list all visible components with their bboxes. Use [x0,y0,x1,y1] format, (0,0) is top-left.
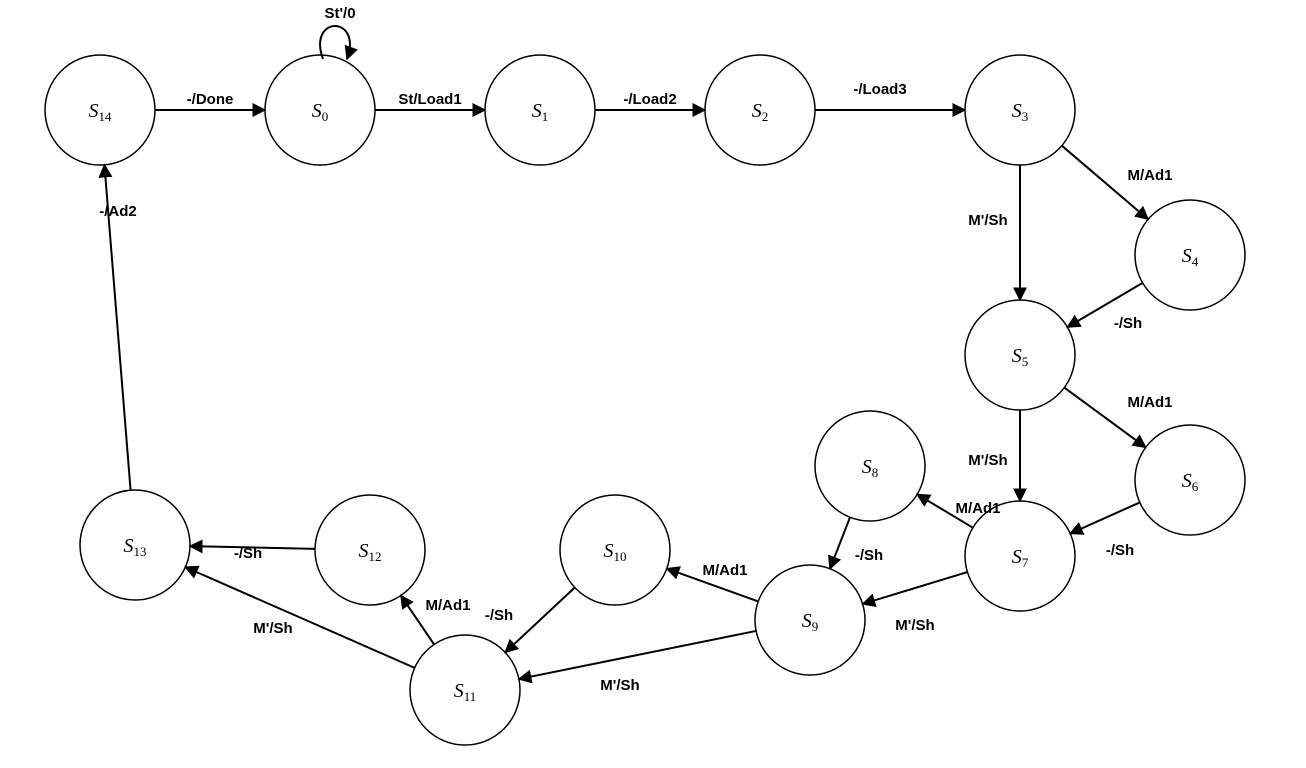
state-label-S9: S9 [802,610,819,634]
state-label-S4: S4 [1182,245,1199,269]
edge-label-S3-S4: M/Ad1 [1128,167,1173,184]
edge-label-S7-S9: M'/Sh [895,617,934,634]
edge-label-S5-S6: M/Ad1 [1128,394,1173,411]
state-label-S0: S0 [312,100,329,124]
edge-label-S11-S12: M/Ad1 [426,597,471,614]
edge-label-S11-S13: M'/Sh [253,620,292,637]
state-node-S11: S11 [410,635,520,745]
edge-S10-S11 [505,588,575,653]
edge-label-S9-S11: M'/Sh [600,677,639,694]
edge-label-S2-S3: -/Load3 [853,81,906,98]
edge-label-S5-S7: M'/Sh [968,452,1007,469]
edge-label-S3-S5: M'/Sh [968,212,1007,229]
state-node-S8: S8 [815,411,925,521]
edge-S11-S13 [185,567,414,668]
edge-label-S9-S10: M/Ad1 [703,562,748,579]
state-label-S7: S7 [1012,546,1029,570]
state-node-S0: S0 [265,55,375,165]
state-label-S12: S12 [359,540,382,564]
state-node-S7: S7 [965,501,1075,611]
edge-self-S0 [320,26,350,59]
state-label-S6: S6 [1182,470,1199,494]
state-label-S10: S10 [604,540,627,564]
state-label-S5: S5 [1012,345,1029,369]
state-node-S12: S12 [315,495,425,605]
state-node-S10: S10 [560,495,670,605]
edge-label-S0-S0: St'/0 [324,5,355,22]
edge-label-S6-S7: -/Sh [1106,542,1134,559]
edge-label-S10-S11: -/Sh [485,607,513,624]
state-node-S9: S9 [755,565,865,675]
state-node-S5: S5 [965,300,1075,410]
edge-label-S0-S1: St/Load1 [398,91,461,108]
state-label-S11: S11 [454,680,477,704]
edge-label-S14-S0: -/Done [187,91,234,108]
state-label-S3: S3 [1012,100,1029,124]
edge-S7-S9 [863,572,968,604]
state-label-S2: S2 [752,100,769,124]
state-node-S6: S6 [1135,425,1245,535]
state-diagram: -/Done St'/0 St/Load1 -/Load2 -/Load3 M/Ad1 M'… [0,0,1306,768]
edge-S8-S9 [830,517,850,569]
state-node-S4: S4 [1135,200,1245,310]
edge-label-S12-S13: -/Sh [234,545,262,562]
state-label-S1: S1 [532,100,549,124]
edge-label-S4-S5: -/Sh [1114,315,1142,332]
state-label-S8: S8 [862,456,879,480]
state-label-S13: S13 [124,535,147,559]
state-node-S1: S1 [485,55,595,165]
state-node-S2: S2 [705,55,815,165]
edge-label-S13-S14: -/Ad2 [99,203,137,220]
state-label-S14: S14 [89,100,113,124]
edge-S9-S11 [519,631,756,679]
state-node-S3: S3 [965,55,1075,165]
edge-S6-S7 [1070,502,1140,533]
state-node-S13: S13 [80,490,190,600]
nodes-layer: S14 S0 S1 S2 S3 S4 S5 S6 S7 S8 S9 S10 S11 S12 S13 [45,55,1245,745]
edge-label-S1-S2: -/Load2 [623,91,676,108]
edge-label-S8-S9: -/Sh [855,547,883,564]
state-node-S14: S14 [45,55,155,165]
